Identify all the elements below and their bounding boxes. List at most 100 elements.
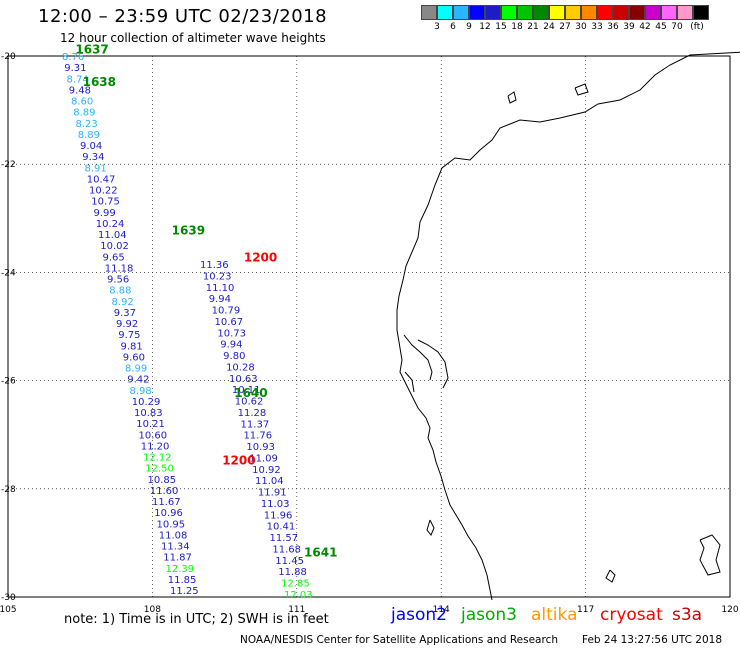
legend-jason3: jason3 [461, 605, 517, 625]
swh-value-track-a: 8.98 [130, 386, 152, 397]
swh-value-track-b: 10.23 [203, 271, 232, 282]
swh-value-track-b: 11.04 [255, 476, 284, 487]
swh-value-track-a: 10.95 [157, 519, 186, 530]
swh-value-track-b: 11.96 [264, 510, 293, 521]
legend-cryosat: cryosat [600, 605, 663, 625]
lon-tick-label: 111 [288, 605, 305, 615]
pass-time-label: 1641 [304, 545, 337, 559]
color-scale-label: 27 [559, 22, 571, 32]
swh-value-track-a: 11.18 [105, 263, 134, 274]
swh-value-track-a: 8.23 [76, 119, 98, 130]
color-scale-label: 36 [607, 22, 619, 32]
swh-value-track-b: 12.03 [284, 590, 313, 601]
lat-tick-label: -28 [1, 485, 16, 495]
map-frame [7, 55, 731, 598]
swh-value-track-b: 11.68 [272, 544, 301, 555]
legend-s3a: s3a [672, 605, 703, 625]
swh-value-track-b: 9.94 [220, 340, 242, 351]
color-scale-label: 42 [639, 22, 651, 32]
legend-altika: altika [531, 605, 578, 625]
island [574, 83, 589, 96]
color-swatch [421, 5, 437, 20]
color-swatch [437, 5, 453, 20]
swh-value-track-a: 10.96 [154, 508, 183, 519]
color-swatch [645, 5, 661, 20]
color-swatch [469, 5, 485, 20]
color-scale-label: 6 [450, 22, 456, 32]
swh-value-track-a: 10.21 [136, 419, 165, 430]
swh-value-track-b: 11.57 [270, 533, 299, 544]
color-swatch [613, 5, 629, 20]
lat-tick-label: -22 [1, 160, 16, 170]
lat-tick-label: -20 [1, 52, 16, 62]
swh-value-track-b: 11.09 [249, 453, 278, 464]
color-scale-bar [421, 5, 709, 20]
swh-value-track-b: 10.92 [252, 465, 281, 476]
swh-value-track-a: 9.56 [107, 275, 129, 286]
swh-value-track-a: 10.83 [134, 408, 163, 419]
page-subtitle: 12 hour collection of altimeter wave hei… [60, 31, 326, 45]
color-scale-label: 18 [511, 22, 523, 32]
swh-value-track-a: 10.22 [89, 186, 118, 197]
color-swatch [549, 5, 565, 20]
lat-tick-label: -30 [1, 593, 16, 603]
swh-value-track-b: 11.91 [258, 488, 287, 499]
swh-value-track-a: 11.20 [141, 441, 170, 452]
pass-time-label: 1638 [83, 75, 116, 89]
swh-value-track-a: 10.85 [148, 475, 177, 486]
color-scale-label: 21 [527, 22, 539, 32]
swh-value-track-a: 10.60 [139, 430, 168, 441]
swh-value-track-a: 9.92 [116, 319, 138, 330]
color-scale-label: (ft) [690, 22, 704, 32]
color-scale-label: 3 [434, 22, 440, 32]
swh-value-track-a: 9.60 [123, 352, 145, 363]
color-swatch [661, 5, 677, 20]
lon-tick-label: 114 [433, 605, 450, 615]
swh-value-track-b: 10.41 [267, 522, 296, 533]
color-scale-labels: 3 6 9 12 15 18 21 24 27 30 33 36 39 42 45 70 (ft) [421, 22, 740, 34]
note-text: note: 1) Time is in UTC; 2) SWH is in fe… [64, 612, 329, 627]
swh-value-track-a: 8.92 [112, 297, 134, 308]
swh-value-track-b: 11.45 [275, 556, 304, 567]
swh-value-track-a: 8.89 [73, 108, 95, 119]
pass-time-label: 1200 [222, 453, 255, 467]
color-swatch [533, 5, 549, 20]
lon-tick-label: 120 [721, 605, 738, 615]
swh-value-track-a: 9.37 [114, 308, 136, 319]
color-swatch [485, 5, 501, 20]
color-swatch [517, 5, 533, 20]
swh-value-track-b: 12.85 [281, 579, 310, 590]
swh-value-track-b: 10.93 [246, 442, 275, 453]
swh-value-track-a: 9.81 [121, 341, 143, 352]
swh-value-track-a: 11.85 [168, 575, 197, 586]
color-scale-label: 15 [495, 22, 507, 32]
swh-value-track-b: 10.73 [217, 328, 246, 339]
swh-value-track-a: 10.75 [91, 197, 120, 208]
swh-value-track-b: 9.80 [223, 351, 245, 362]
swh-value-track-a: 11.34 [161, 542, 190, 553]
lon-tick-label: 105 [0, 605, 17, 615]
color-swatch [677, 5, 693, 20]
color-swatch [501, 5, 517, 20]
color-swatch [629, 5, 645, 20]
swh-value-track-a: 9.31 [64, 63, 86, 74]
swh-value-track-b: 11.88 [278, 567, 307, 578]
swh-value-track-a: 8.89 [78, 130, 100, 141]
swh-value-track-a: 8.99 [125, 364, 147, 375]
swh-value-track-b: 11.76 [243, 431, 272, 442]
legend-jason2: jason2 [391, 605, 447, 625]
swh-value-track-a: 8.91 [85, 163, 107, 174]
lat-tick-label: -26 [1, 377, 16, 387]
swh-value-track-a: 11.04 [98, 230, 127, 241]
pass-time-label: 1637 [75, 42, 108, 56]
color-scale-label: 9 [466, 22, 472, 32]
swh-value-track-b: 9.94 [209, 294, 231, 305]
swh-value-track-a: 8.74 [67, 74, 89, 85]
lat-tick-label: -24 [1, 268, 16, 278]
swh-value-track-b: 10.11 [232, 385, 261, 396]
pass-time-label: 1640 [234, 386, 267, 400]
swh-value-track-a: 9.42 [127, 375, 149, 386]
color-swatch [597, 5, 613, 20]
coastline [396, 51, 740, 601]
footer-timestamp: Feb 24 13:27:56 UTC 2018 [582, 634, 722, 646]
